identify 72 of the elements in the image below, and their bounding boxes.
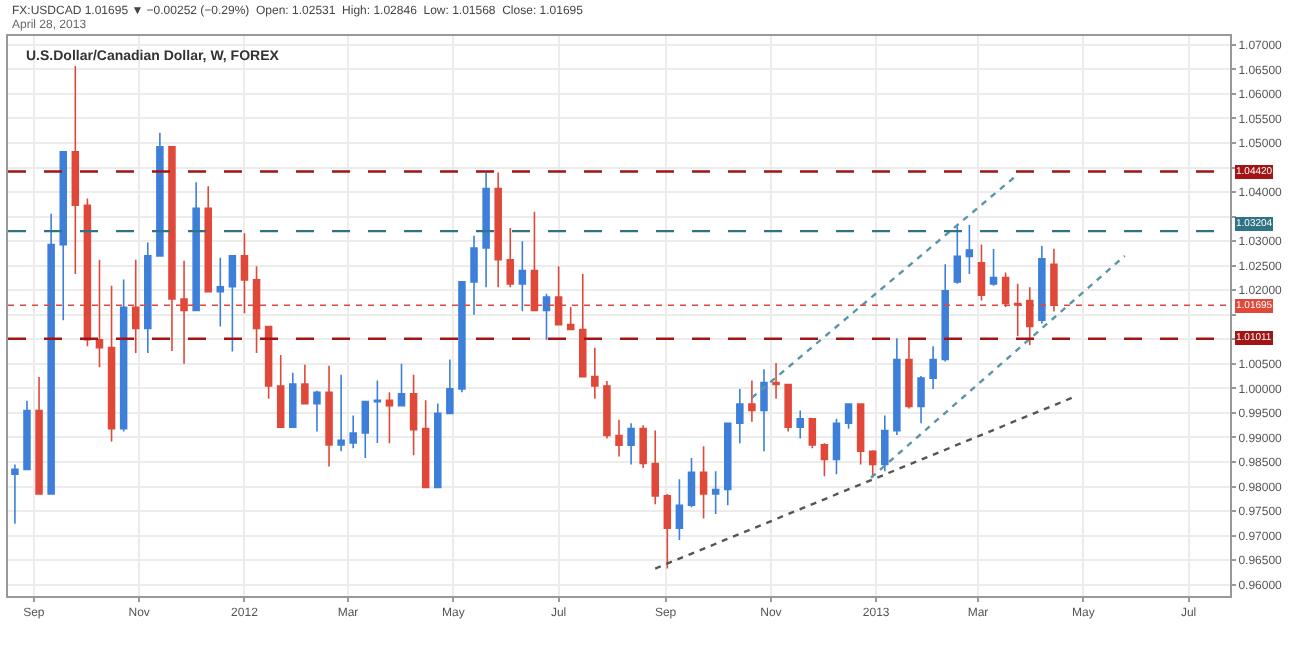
candlestick: [772, 362, 780, 400]
candlestick: [941, 263, 949, 363]
candlestick: [216, 257, 225, 328]
candlestick: [723, 422, 732, 506]
candlestick: [458, 281, 466, 394]
candlestick: [470, 234, 478, 316]
candlestick: [506, 227, 515, 289]
candlestick: [35, 376, 43, 495]
candlestick: [651, 429, 659, 506]
candlestick: [289, 371, 297, 428]
candlestick: [156, 131, 164, 257]
candlestick: [748, 379, 756, 423]
candlestick: [808, 418, 817, 450]
candlestick: [905, 339, 913, 410]
candlestick: [361, 400, 370, 459]
candlestick: [627, 422, 635, 466]
candlestick: [832, 418, 841, 476]
candlestick: [663, 493, 672, 570]
candlestick: [615, 419, 623, 458]
candlestick: [47, 212, 55, 495]
candlestick: [494, 171, 502, 289]
candlestick: [736, 388, 744, 445]
candlestick: [301, 364, 309, 405]
candlestick: [373, 379, 382, 444]
candlestick: [881, 414, 889, 473]
candlestick: [929, 345, 937, 390]
candlestick: [204, 185, 212, 293]
candlestick: [639, 424, 647, 469]
candlestick: [119, 278, 128, 433]
candlestick: [23, 399, 31, 471]
candlestick: [349, 414, 357, 450]
candlestick: [59, 151, 67, 321]
candlestick: [144, 241, 152, 354]
candlestick: [446, 358, 454, 415]
candlestick: [699, 445, 708, 520]
candlestick: [421, 399, 430, 489]
candlestick: [397, 363, 406, 407]
candlestick: [337, 373, 345, 453]
candlestick: [675, 478, 684, 541]
candlestick: [844, 403, 853, 430]
candlestick: [192, 181, 200, 312]
candlestick: [566, 306, 575, 331]
candlestick: [965, 224, 974, 275]
candlestick: [868, 449, 877, 479]
candlestick: [591, 346, 599, 400]
candlestick: [893, 337, 901, 436]
candlestick: [313, 390, 321, 433]
candlestick: [953, 224, 962, 285]
candlestick: [977, 243, 986, 302]
candlestick: [276, 354, 285, 428]
candlestick: [409, 373, 418, 456]
candlestick: [482, 171, 490, 289]
candlestick: [784, 383, 792, 433]
candlestick: [542, 292, 551, 341]
candlestick: [687, 457, 696, 508]
candlestick: [820, 442, 829, 478]
candlestick: [603, 380, 611, 440]
candlestick: [264, 325, 273, 400]
candlestick: [434, 402, 442, 489]
candlestick: [11, 463, 19, 525]
candlestick: [760, 368, 768, 453]
candlestick: [856, 403, 865, 466]
candlestick: [711, 470, 720, 515]
candlestick: [228, 255, 237, 353]
candlestick: [989, 248, 998, 287]
candlestick: [518, 240, 527, 313]
candlestick: [385, 391, 394, 445]
candlestick: [325, 365, 333, 468]
candlestick: [71, 65, 80, 275]
candlestick: [796, 409, 804, 440]
candlestick: [1038, 245, 1046, 325]
candlestick: [917, 375, 925, 425]
